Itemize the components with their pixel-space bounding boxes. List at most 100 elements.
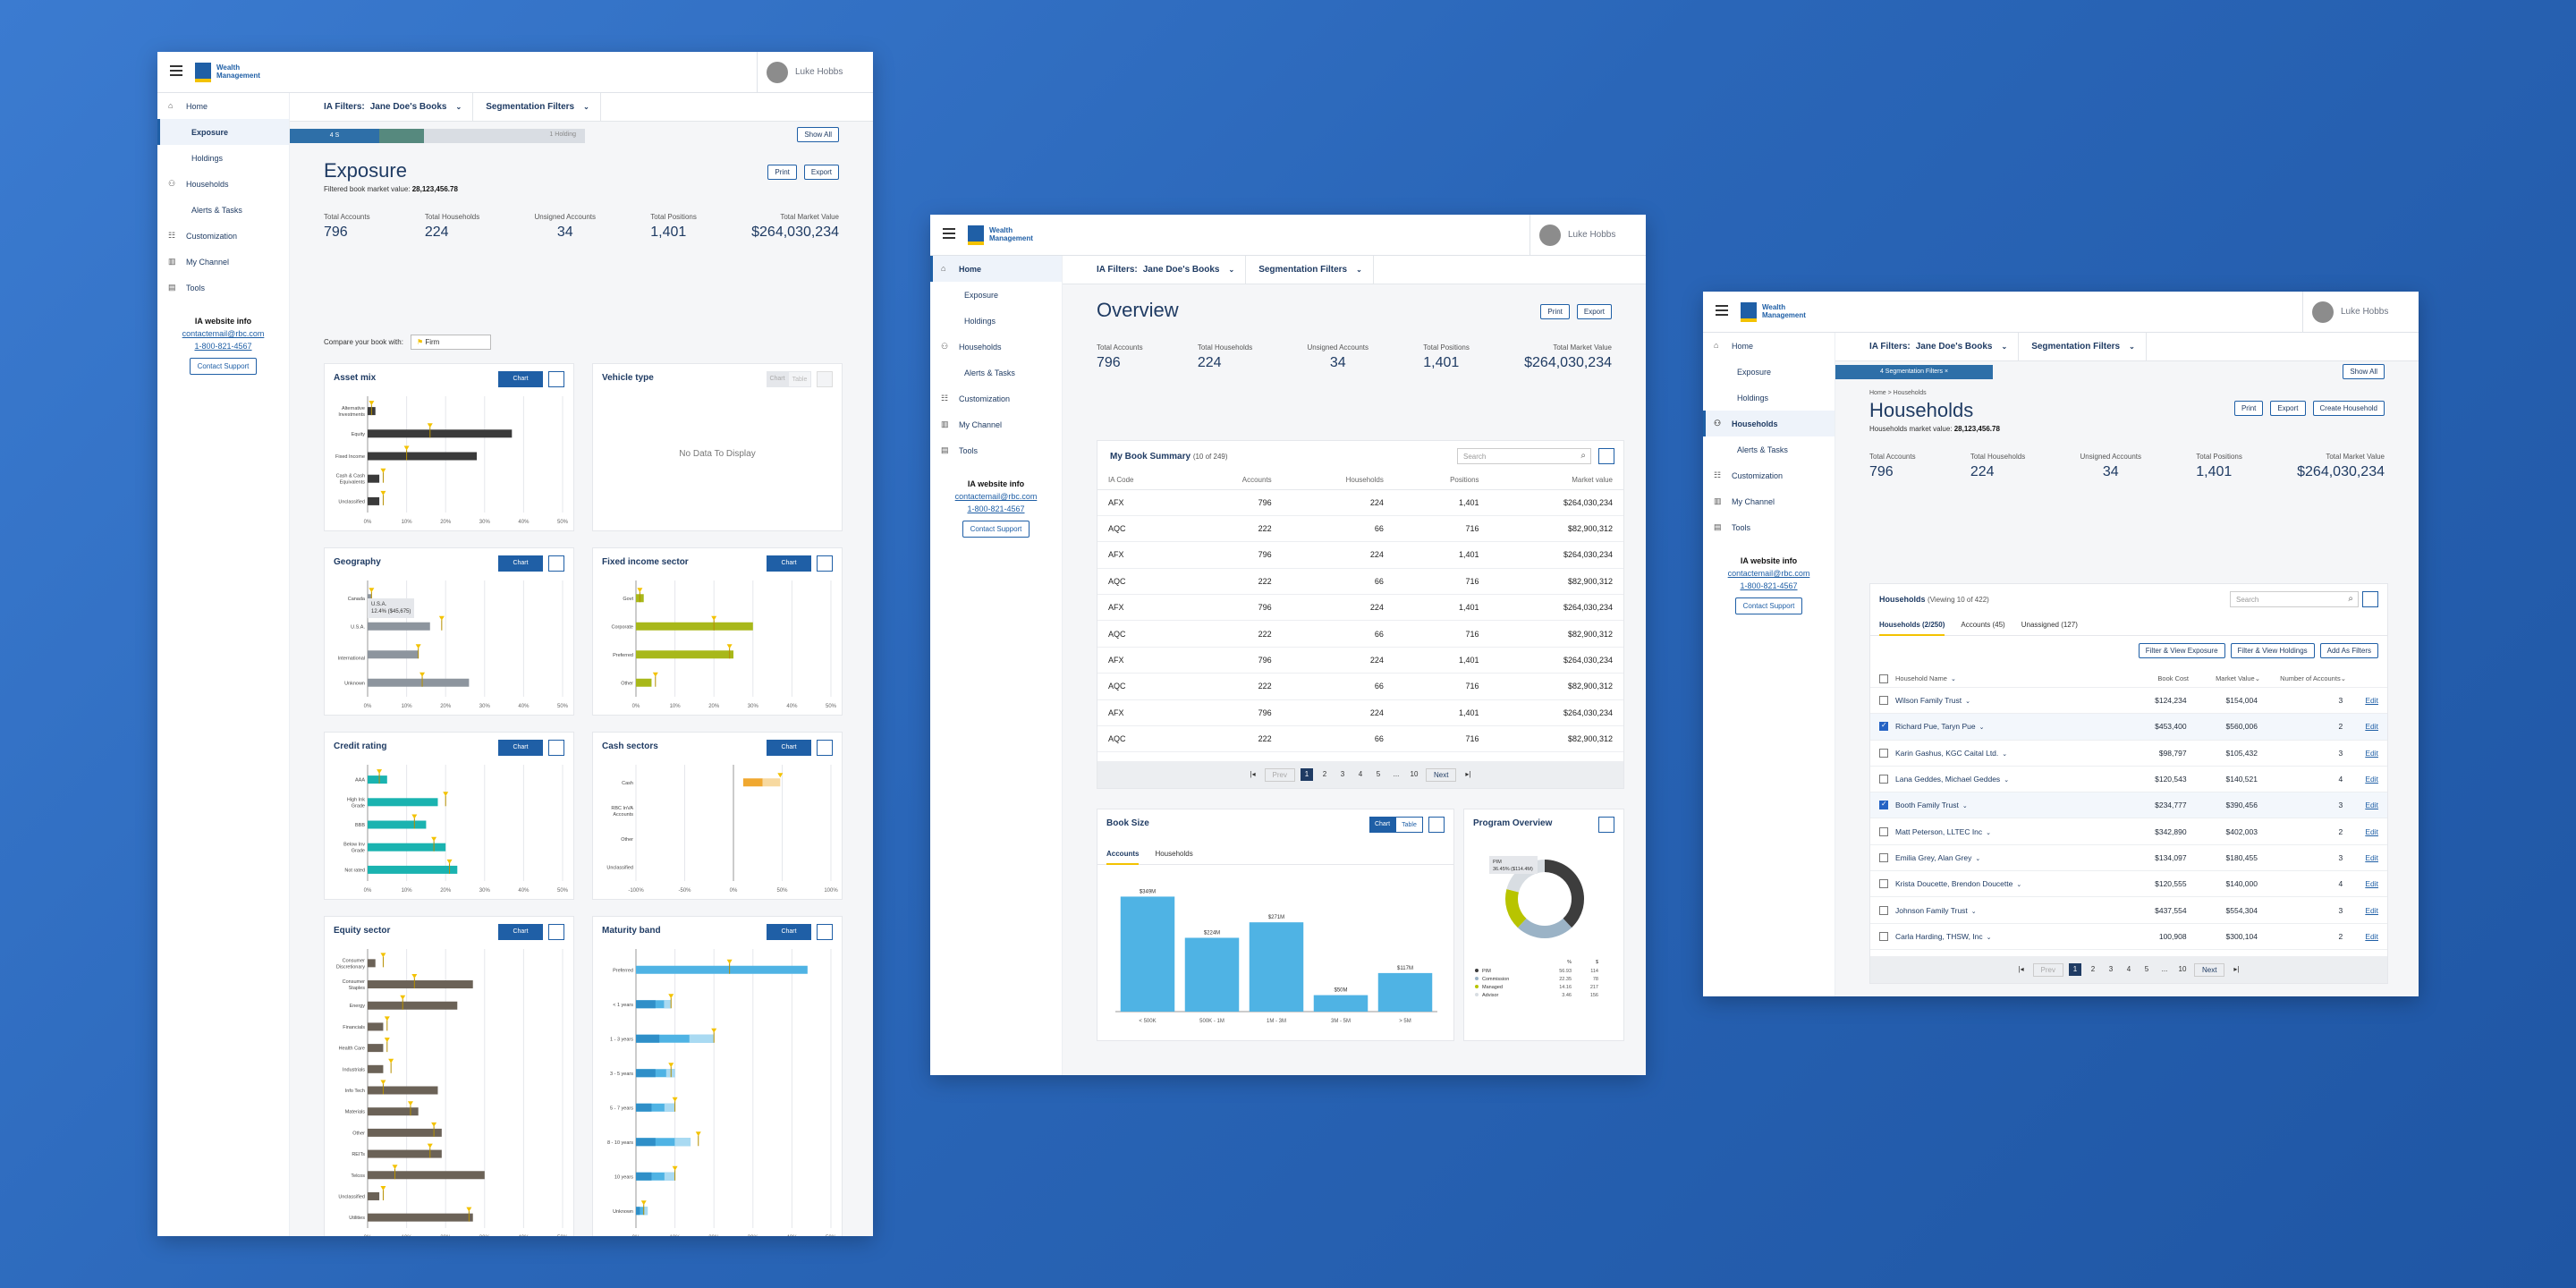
edit-link[interactable]: Edit	[2365, 931, 2378, 941]
edit-link[interactable]: Edit	[2365, 775, 2378, 784]
select-all-checkbox[interactable]	[1879, 674, 1888, 683]
tab-unassigned[interactable]: Unassigned (127)	[2021, 620, 2078, 629]
bar[interactable]	[368, 429, 513, 438]
bar[interactable]	[636, 650, 733, 659]
close-icon[interactable]: ×	[1944, 369, 1949, 375]
bar[interactable]	[636, 1034, 715, 1043]
nav-exposure[interactable]: Exposure	[157, 119, 289, 145]
expand-icon[interactable]	[1598, 817, 1614, 833]
expand-icon[interactable]	[548, 740, 564, 756]
segment-bar[interactable]: 4 S 1 Holding	[290, 129, 585, 143]
pie-slice[interactable]	[1505, 889, 1527, 928]
row-checkbox[interactable]	[1879, 721, 1888, 732]
user-menu[interactable]: Luke Hobbs	[757, 52, 873, 93]
bar[interactable]	[368, 1086, 438, 1095]
table-row[interactable]: AQC 222 66 716 $82,900,312	[1097, 568, 1623, 596]
menu-icon[interactable]	[943, 228, 955, 239]
next-button[interactable]: Next	[2194, 962, 2225, 977]
print-button[interactable]: Print	[767, 165, 797, 180]
bar-segment[interactable]	[689, 1034, 715, 1043]
chart-table-toggle[interactable]: Chart Table	[1369, 817, 1423, 833]
add-as-filters-button[interactable]: Add As Filters	[2319, 643, 2378, 658]
page-number[interactable]: 2	[2090, 965, 2096, 973]
chart-table-toggle[interactable]: Chart	[498, 924, 543, 940]
bar-segment[interactable]	[636, 1138, 656, 1147]
contact-support-button[interactable]: Contact Support	[189, 358, 258, 375]
page-number[interactable]: ...	[2161, 965, 2168, 973]
table-row[interactable]: Krista Doucette, Brendon Doucette ⌄ $120,5…	[1870, 871, 2387, 898]
chevron-down-icon[interactable]: ⌄	[2004, 777, 2010, 784]
bar[interactable]	[368, 775, 387, 784]
expand-icon[interactable]	[2362, 591, 2378, 607]
page-number[interactable]: 5	[1376, 770, 1381, 778]
row-checkbox[interactable]	[1879, 931, 1888, 941]
menu-icon[interactable]	[170, 65, 182, 76]
print-button[interactable]: Print	[2233, 401, 2264, 416]
last-page-icon[interactable]: ▸|	[1465, 770, 1471, 778]
bar[interactable]	[368, 1128, 442, 1137]
table-row[interactable]: Karin Gashus, KGC Caital Ltd. ⌄ $98,797 $10…	[1870, 741, 2387, 767]
column-header[interactable]: IA Code	[1097, 471, 1187, 490]
edit-link[interactable]: Edit	[2365, 879, 2378, 889]
tab-accounts[interactable]: Accounts (45)	[1961, 620, 2005, 629]
table-row[interactable]: AFX 796 224 1,401 $264,030,234	[1097, 647, 1623, 674]
column-header[interactable]: Book Cost	[2121, 674, 2189, 682]
nav-tools[interactable]: ▤ Tools	[1703, 514, 1835, 540]
table-row[interactable]: Lana Geddes, Michael Geddes ⌄ $120,543 $140…	[1870, 767, 2387, 793]
bar[interactable]	[368, 452, 478, 461]
create-household-button[interactable]: Create Household	[2312, 401, 2385, 416]
bar[interactable]	[368, 798, 438, 807]
bar[interactable]	[368, 1001, 458, 1010]
bar[interactable]	[368, 959, 376, 968]
nav-home[interactable]: ⌂ Home	[930, 256, 1062, 282]
table-row[interactable]: Wilson Family Trust ⌄ $124,234 $154,004 3 Edi…	[1870, 688, 2387, 715]
bar[interactable]	[742, 778, 763, 787]
household-name[interactable]: Richard Pue, Taryn Pue ⌄	[1895, 722, 2119, 731]
household-name[interactable]: Carla Harding, THSW, Inc ⌄	[1895, 932, 2119, 941]
nav-customization[interactable]: ☷ Customization	[930, 386, 1062, 411]
row-checkbox[interactable]	[1879, 852, 1888, 862]
bar[interactable]	[1377, 972, 1433, 1012]
edit-link[interactable]: Edit	[2365, 826, 2378, 836]
bar[interactable]	[368, 650, 419, 659]
nav-tools[interactable]: ▤ Tools	[930, 437, 1062, 463]
bar[interactable]	[368, 1107, 419, 1116]
bar[interactable]	[368, 474, 380, 483]
household-name[interactable]: Krista Doucette, Brendon Doucette ⌄	[1895, 879, 2119, 888]
nav-home[interactable]: ⌂ Home	[157, 93, 289, 119]
prev-button[interactable]: Prev	[2032, 962, 2063, 977]
bar[interactable]	[636, 1207, 648, 1216]
bar-segment[interactable]	[644, 1207, 648, 1216]
bar-segment[interactable]	[664, 1000, 672, 1009]
bar[interactable]	[368, 678, 470, 687]
page-number[interactable]: 10	[2178, 965, 2187, 973]
expand-icon[interactable]	[548, 555, 564, 572]
chevron-down-icon[interactable]: ⌄	[1962, 803, 1968, 810]
page-number[interactable]: 3	[1340, 770, 1345, 778]
filter-view-holdings-button[interactable]: Filter & View Holdings	[2230, 643, 2315, 658]
info-phone-link[interactable]: 1-800-821-4567	[967, 504, 1025, 513]
next-button[interactable]: Next	[1426, 767, 1457, 782]
household-name[interactable]: Wilson Family Trust ⌄	[1895, 696, 2119, 705]
nav-my-channel[interactable]: ▥ My Channel	[1703, 488, 1835, 514]
bar-segment[interactable]	[636, 1172, 652, 1181]
contact-support-button[interactable]: Contact Support	[1734, 597, 1803, 614]
table-row[interactable]: Emilia Grey, Alan Grey ⌄ $134,097 $180,455 3…	[1870, 845, 2387, 872]
show-all-button[interactable]: Show All	[797, 127, 839, 142]
toggle-chart[interactable]: Chart	[513, 744, 529, 750]
nav-my-channel[interactable]: ▥ My Channel	[157, 249, 289, 275]
bar-segment[interactable]	[636, 1034, 660, 1043]
bar[interactable]	[368, 980, 473, 989]
ia-filter[interactable]: IA Filters: Jane Doe's Books ⌄	[1835, 333, 2020, 361]
bar[interactable]	[1249, 922, 1304, 1012]
bar[interactable]	[1313, 995, 1368, 1012]
chart-table-toggle[interactable]: Chart	[498, 371, 543, 387]
nav-my-channel[interactable]: ▥ My Channel	[930, 411, 1062, 437]
toggle-chart[interactable]: Chart	[513, 560, 529, 566]
chart-table-toggle[interactable]: Chart	[767, 555, 811, 572]
nav-holdings[interactable]: Holdings	[157, 145, 289, 171]
household-name[interactable]: Lana Geddes, Michael Geddes ⌄	[1895, 775, 2119, 784]
page-number[interactable]: 4	[2126, 965, 2131, 973]
chart-table-toggle[interactable]: Chart	[498, 555, 543, 572]
bar[interactable]	[1184, 937, 1240, 1012]
